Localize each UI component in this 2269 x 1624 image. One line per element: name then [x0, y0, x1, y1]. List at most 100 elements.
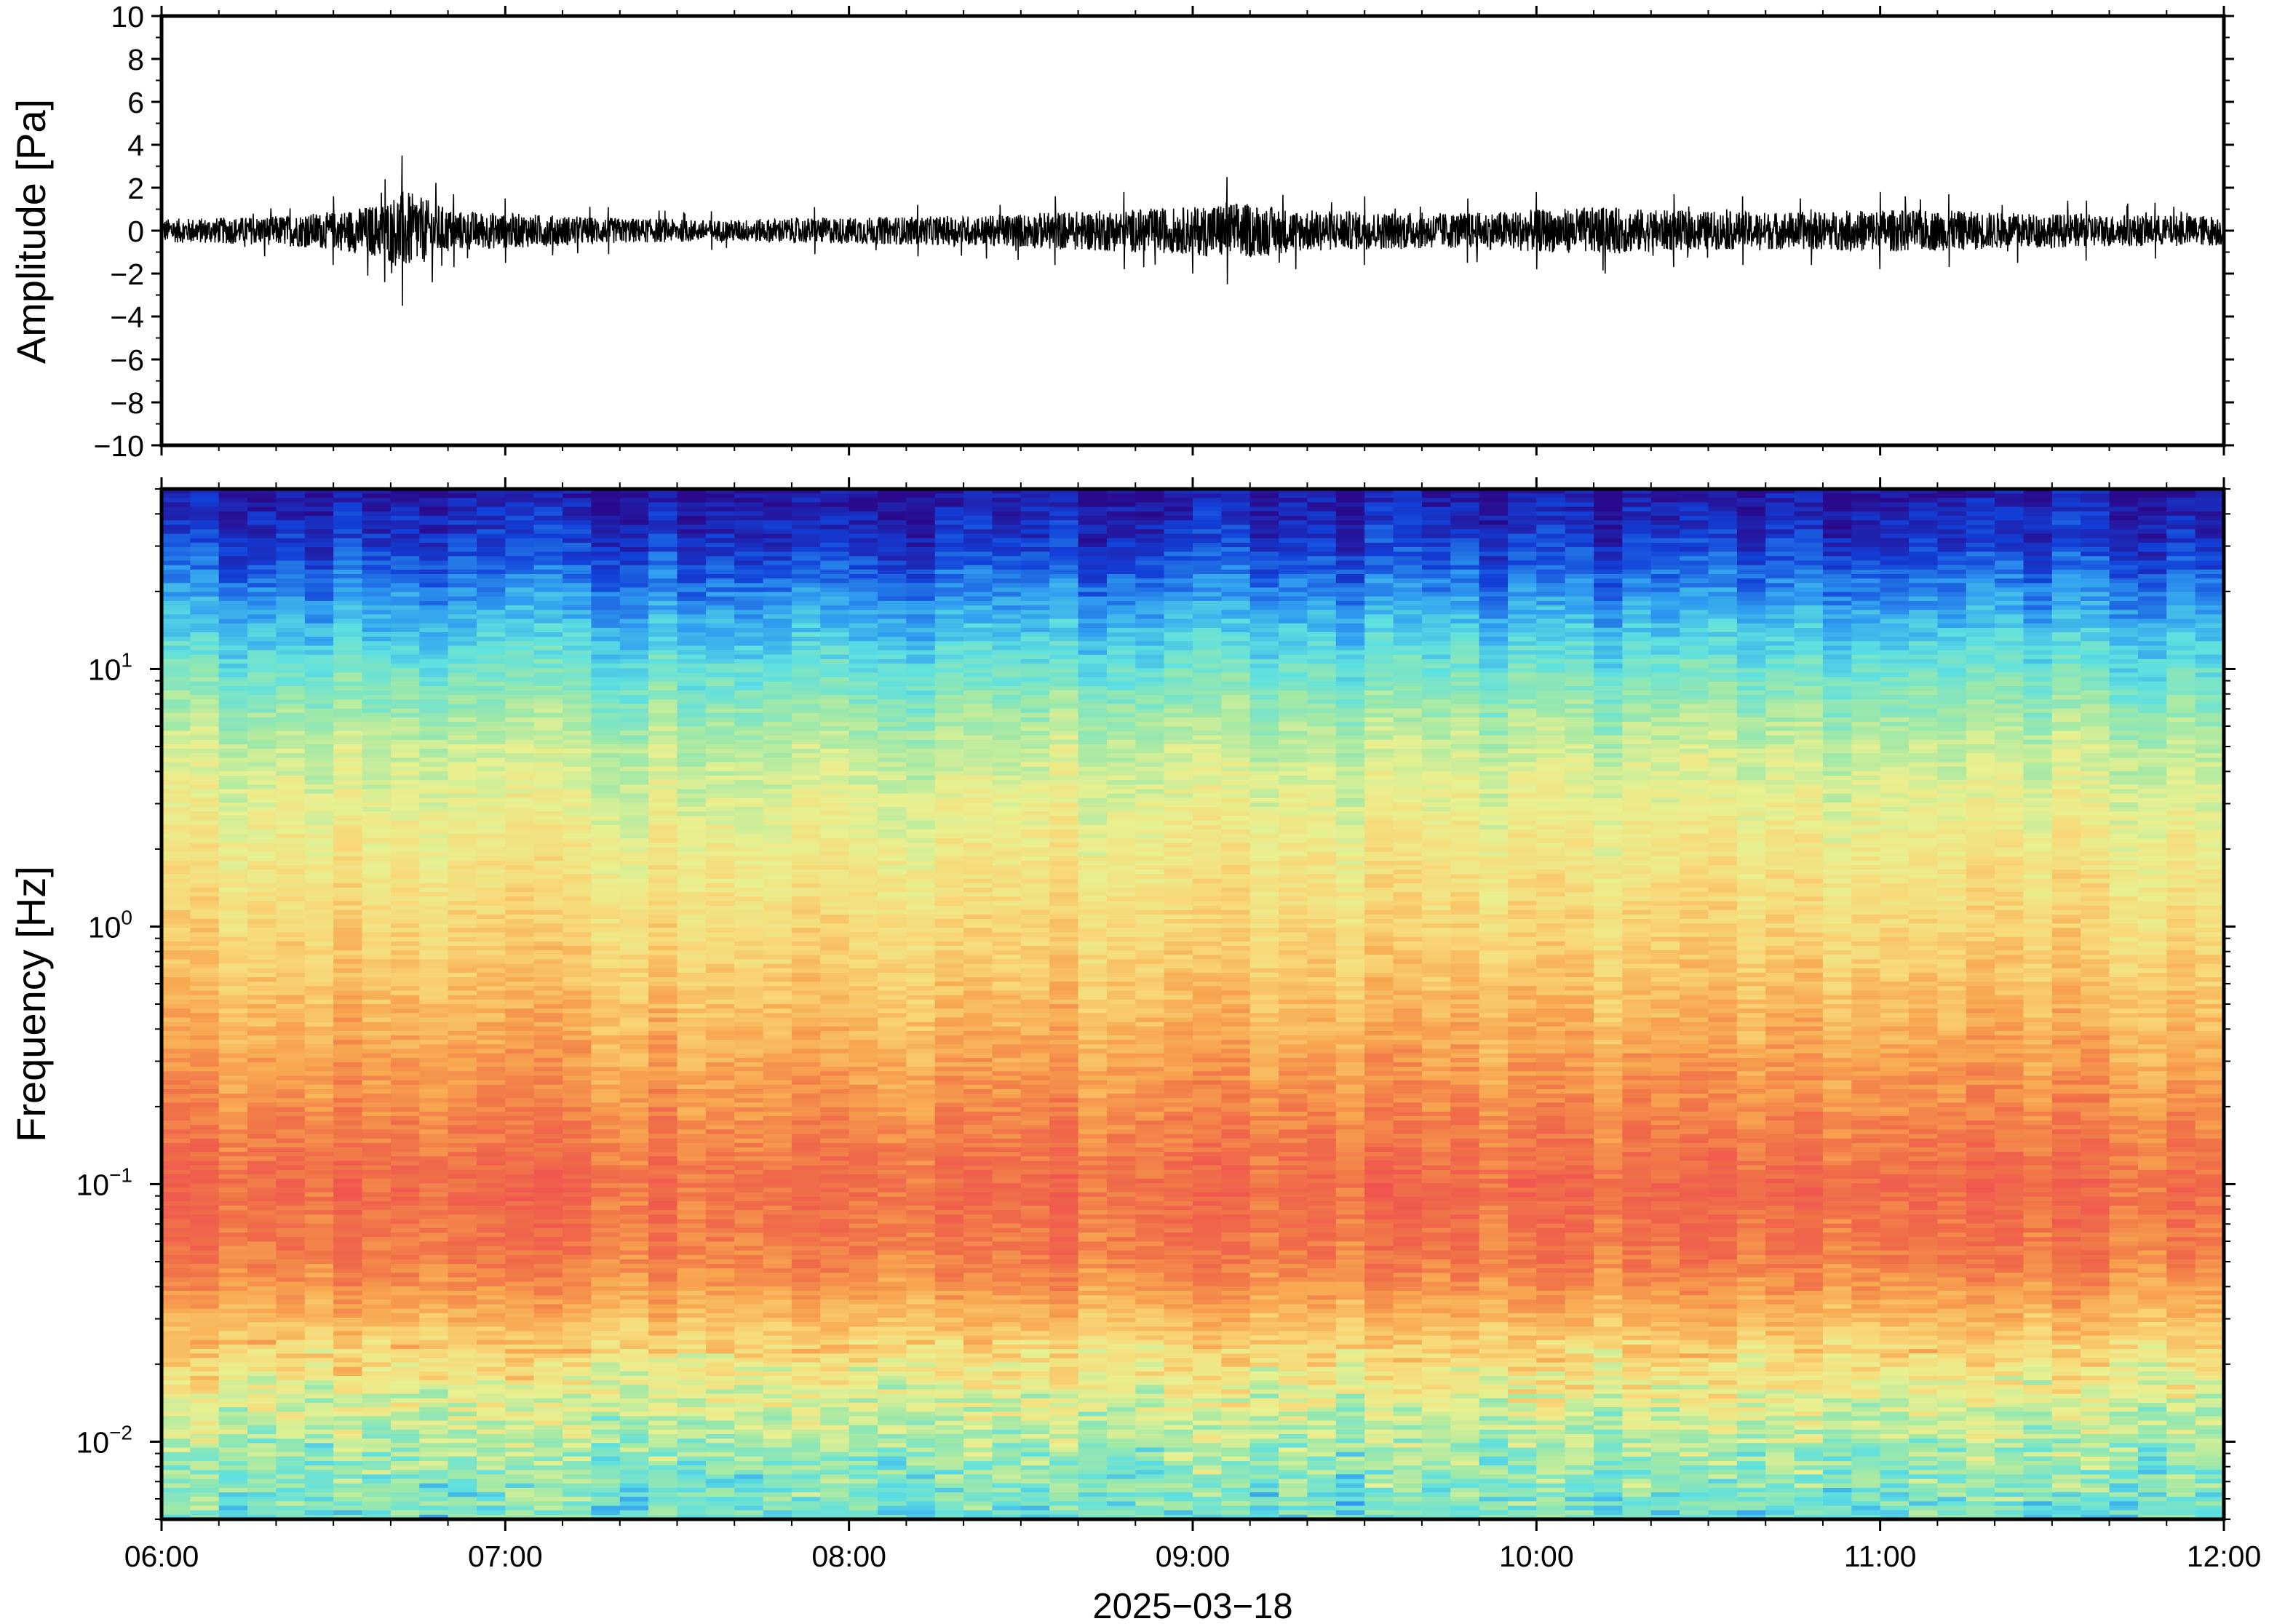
spectrogram-cell	[419, 1514, 449, 1519]
spectrogram-cell	[648, 963, 678, 969]
spectrogram-cell	[162, 1115, 191, 1122]
spectrogram-cell	[362, 946, 392, 952]
spectrogram-cell	[419, 1241, 449, 1247]
spectrogram-cell	[505, 502, 535, 508]
spectrogram-cell	[563, 753, 592, 759]
spectrogram-cell	[218, 1501, 249, 1507]
spectrogram-cell	[276, 861, 306, 867]
spectrogram-cell	[591, 972, 621, 979]
spectrogram-cell	[362, 1331, 392, 1337]
spectrogram-cell	[705, 1174, 736, 1180]
spectrogram-cell	[218, 901, 249, 907]
spectrogram-cell	[333, 1147, 363, 1153]
spectrogram-cell	[190, 1322, 220, 1328]
spectrogram-cell	[333, 1483, 363, 1489]
spectrogram-cell	[477, 789, 506, 795]
spectrogram-cell	[218, 1098, 249, 1104]
spectrogram-cell	[677, 793, 707, 799]
spectrogram-cell	[505, 1084, 535, 1090]
spectrogram-cell	[505, 811, 535, 817]
spectrogram-cell	[276, 1201, 306, 1207]
spectrogram-cell	[448, 1156, 477, 1162]
spectrogram-cell	[533, 1142, 564, 1149]
spectrogram-cell	[533, 1429, 564, 1436]
spectrogram-cell	[648, 861, 678, 867]
spectrogram-cell	[247, 600, 277, 607]
spectrogram-cell	[591, 489, 621, 495]
spectrogram-cell	[419, 834, 449, 840]
spectrogram-cell	[619, 941, 650, 947]
spectrogram-cell	[218, 1358, 249, 1364]
spectrogram-cell	[304, 968, 335, 974]
spectrogram-cell	[505, 1022, 535, 1027]
spectrogram-cell	[591, 637, 621, 642]
spectrogram-cell	[276, 1237, 306, 1243]
spectrogram-cell	[533, 1281, 564, 1287]
spectrogram-cell	[591, 1057, 621, 1064]
spectrogram-cell	[419, 502, 449, 508]
spectrogram-cell	[563, 1497, 592, 1502]
spectrogram-cell	[505, 757, 535, 763]
spectrogram-cell	[304, 1057, 335, 1064]
spectrogram-cell	[190, 932, 220, 938]
spectrogram-cell	[362, 596, 392, 602]
spectrogram-cell	[648, 1169, 678, 1175]
spectrogram-cell	[477, 650, 506, 656]
spectrogram-cell	[619, 972, 650, 979]
spectrogram-cell	[333, 574, 363, 580]
spectrogram-cell	[619, 1219, 650, 1225]
spectrogram-cell	[448, 1174, 477, 1180]
spectrogram-cell	[533, 919, 564, 925]
spectrogram-cell	[247, 493, 277, 499]
spectrogram-cell	[247, 1461, 277, 1467]
spectrogram-cell	[276, 618, 306, 624]
spectrogram-cell	[333, 1273, 363, 1278]
spectrogram-cell	[591, 1402, 621, 1409]
spectrogram-cell	[448, 614, 477, 620]
spectrogram-cell	[648, 1371, 678, 1377]
spectrogram-cell	[218, 658, 249, 665]
spectrogram-cell	[276, 1322, 306, 1328]
spectrogram-cell	[190, 1161, 220, 1166]
spectrogram-cell	[648, 632, 678, 638]
spectrogram-cell	[304, 811, 335, 817]
spectrogram-cell	[533, 1048, 564, 1054]
spectrogram-cell	[190, 645, 220, 651]
spectrogram-cell	[448, 776, 477, 781]
spectrogram-cell	[247, 946, 277, 952]
spectrogram-cell	[533, 797, 564, 803]
spectrogram-cell	[677, 1264, 707, 1270]
spectrogram-cell	[619, 1125, 650, 1131]
spectrogram-cell	[648, 999, 678, 1005]
spectrogram-cell	[677, 1111, 707, 1117]
spectrogram-cell	[190, 489, 220, 495]
spectrogram-cell	[390, 1008, 421, 1014]
spectrogram-cell	[162, 641, 191, 647]
spectrogram-cell	[218, 489, 249, 495]
spectrogram-cell	[448, 1318, 477, 1324]
spectrogram-cell	[477, 968, 506, 974]
spectrogram-cell	[419, 963, 449, 969]
spectrogram-cell	[304, 1340, 335, 1345]
spectrogram-cell	[591, 542, 621, 549]
spectrogram-cell	[677, 596, 707, 602]
spectrogram-cell	[533, 685, 564, 692]
spectrogram-cell	[734, 1183, 764, 1189]
spectrogram-cell	[648, 1505, 678, 1511]
spectrogram-cell	[333, 1304, 363, 1310]
spectrogram-cell	[247, 1017, 277, 1023]
spectrogram-cell	[419, 803, 449, 808]
spectrogram-cell	[448, 1121, 477, 1126]
spectrogram-cell	[648, 1187, 678, 1193]
spectrogram-cell	[333, 797, 363, 803]
spectrogram-cell	[533, 1318, 564, 1324]
spectrogram-cell	[304, 803, 335, 808]
spectrogram-cell	[477, 587, 506, 593]
spectrogram-cell	[734, 1125, 764, 1131]
spectrogram-cell	[563, 999, 592, 1005]
spectrogram-cell	[362, 1121, 392, 1126]
waveform-y-tick-label: 8	[127, 43, 144, 76]
spectrogram-cell	[218, 542, 249, 549]
spectrogram-cell	[734, 1420, 764, 1426]
spectrogram-cell	[276, 1250, 306, 1256]
